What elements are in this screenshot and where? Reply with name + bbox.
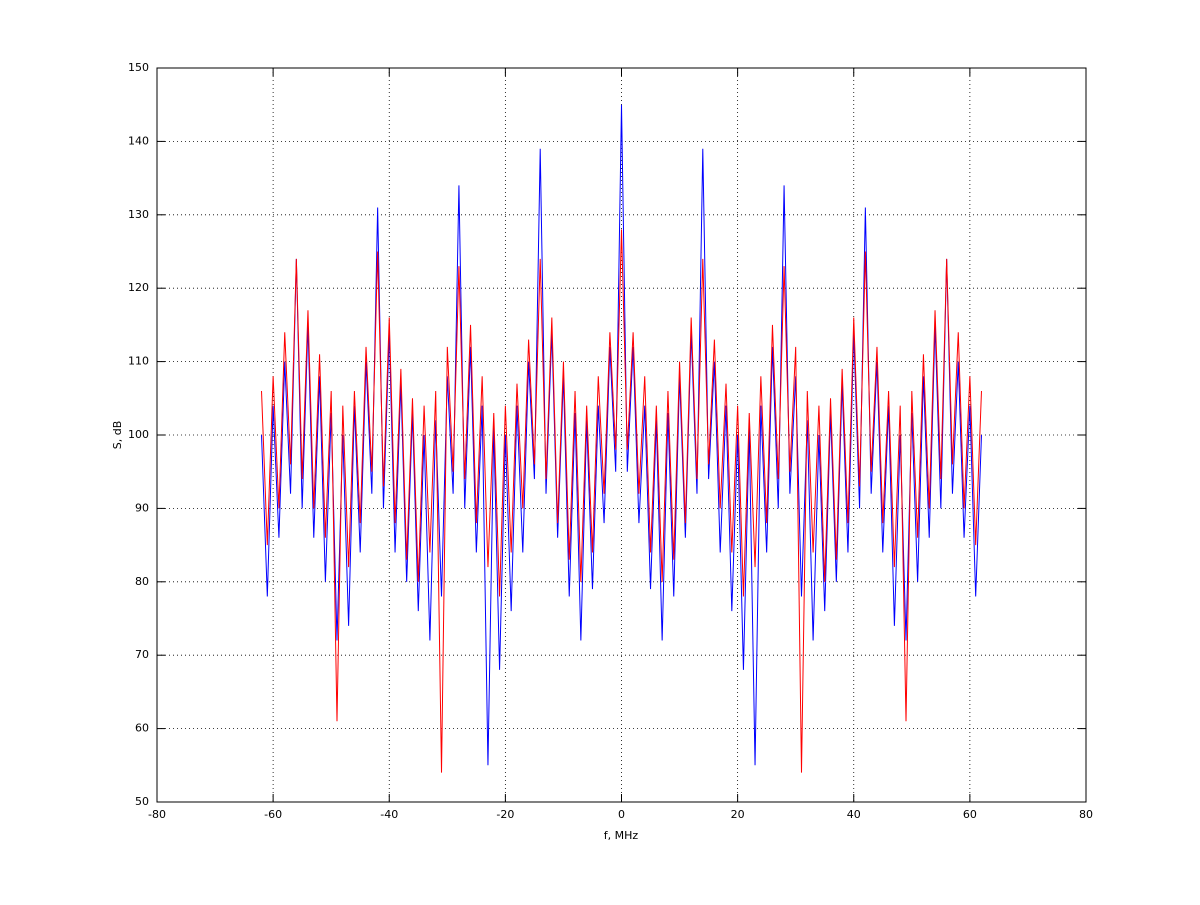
x-tick-label: 60 bbox=[963, 808, 977, 821]
x-axis-label: f, MHz bbox=[604, 829, 639, 842]
x-tick-label: 20 bbox=[731, 808, 745, 821]
y-tick-label: 110 bbox=[128, 355, 149, 368]
y-tick-label: 140 bbox=[128, 134, 149, 147]
y-tick-label: 50 bbox=[135, 795, 149, 808]
x-tick-label: -60 bbox=[264, 808, 282, 821]
x-tick-label: -80 bbox=[148, 808, 166, 821]
x-tick-label: -20 bbox=[496, 808, 514, 821]
y-axis-label: S, dB bbox=[111, 421, 124, 450]
x-tick-label: 40 bbox=[847, 808, 861, 821]
y-tick-label: 60 bbox=[135, 722, 149, 735]
plot-frame bbox=[156, 67, 1087, 803]
x-tick-label: 0 bbox=[618, 808, 625, 821]
y-tick-label: 100 bbox=[128, 428, 149, 441]
x-tick-label: 80 bbox=[1079, 808, 1093, 821]
y-tick-label: 90 bbox=[135, 501, 149, 514]
series-line bbox=[261, 229, 982, 773]
y-tick-label: 120 bbox=[128, 281, 149, 294]
y-tick-label: 80 bbox=[135, 575, 149, 588]
y-tick-label: 130 bbox=[128, 208, 149, 221]
y-tick-label: 150 bbox=[128, 61, 149, 74]
y-tick-label: 70 bbox=[135, 648, 149, 661]
x-tick-label: -40 bbox=[380, 808, 398, 821]
